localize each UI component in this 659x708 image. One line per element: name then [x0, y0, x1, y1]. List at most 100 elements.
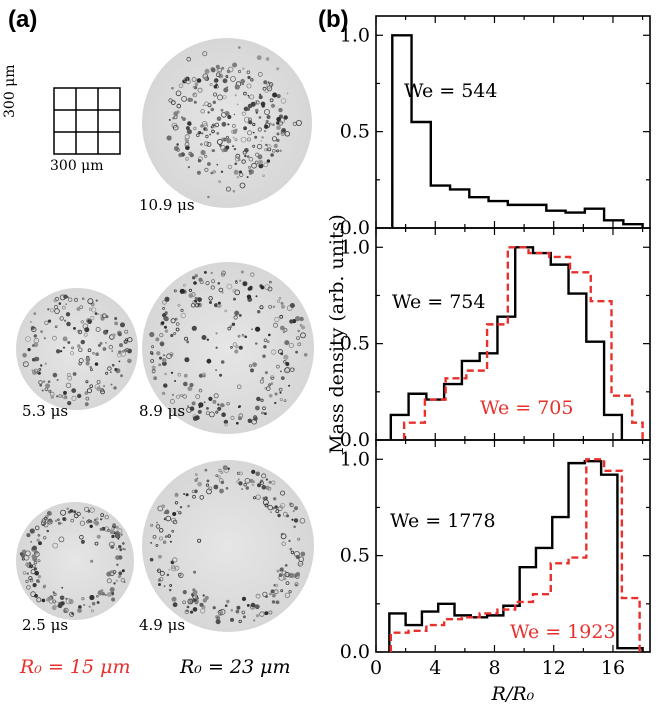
droplet-speck — [79, 305, 84, 310]
droplet-speck — [81, 597, 85, 601]
droplet-speck — [177, 303, 181, 307]
droplet-speck — [59, 316, 64, 321]
droplet-speck — [281, 304, 285, 309]
droplet-speck — [171, 87, 174, 90]
droplet-speck — [55, 349, 61, 354]
droplet-speck — [262, 354, 266, 358]
droplet-speck — [279, 149, 282, 152]
droplet-speck — [105, 341, 107, 344]
droplet-speck — [185, 157, 189, 161]
droplet-speck — [71, 346, 74, 350]
y-tick-label: 0.5 — [340, 545, 370, 567]
droplet-speck — [276, 149, 279, 153]
droplet-speck — [42, 380, 46, 383]
droplet-image-8-9us — [142, 262, 314, 434]
series-line-2 — [389, 458, 641, 652]
droplet-speck — [274, 401, 277, 405]
droplet-speck — [101, 313, 107, 319]
droplet-speck — [218, 73, 224, 79]
droplet-speck — [203, 141, 209, 147]
droplet-speck — [259, 611, 265, 617]
droplet-speck — [70, 518, 74, 523]
droplet-speck — [248, 364, 253, 368]
droplet-speck — [94, 362, 99, 366]
droplet-speck — [151, 369, 156, 374]
droplet-speck — [29, 528, 35, 534]
droplet-speck — [293, 518, 299, 523]
droplet-speck — [183, 381, 188, 387]
droplet-speck — [113, 386, 117, 390]
droplet-speck — [262, 496, 266, 501]
droplet-speck — [19, 552, 23, 556]
droplet-speck — [203, 401, 206, 404]
droplet-speck — [172, 519, 178, 525]
droplet-speck — [241, 488, 244, 491]
droplet-speck — [89, 507, 95, 513]
droplet-speck — [170, 371, 174, 374]
droplet-speck — [274, 583, 279, 588]
droplet-speck — [192, 85, 195, 89]
droplet-speck — [22, 571, 27, 575]
droplet-speck — [218, 287, 224, 293]
droplet-speck — [281, 541, 286, 546]
plot-frame — [375, 439, 651, 653]
droplet-speck — [106, 571, 112, 577]
droplet-speck — [189, 98, 193, 102]
droplet-speck — [162, 361, 167, 366]
droplet-speck — [264, 109, 271, 116]
droplet-speck — [232, 124, 236, 128]
droplet-speck — [201, 132, 204, 135]
droplet-speck — [106, 592, 112, 597]
droplet-speck — [163, 354, 165, 357]
droplet-speck — [47, 519, 53, 525]
droplet-speck — [95, 299, 98, 302]
droplet-speck — [166, 573, 170, 577]
droplet-speck — [186, 56, 191, 62]
droplet-speck — [83, 332, 88, 337]
droplet-speck — [120, 533, 123, 536]
x-tick-label: 4 — [429, 657, 441, 679]
droplet-speck — [234, 156, 241, 162]
droplet-speck — [235, 153, 241, 159]
droplet-speck — [215, 410, 219, 414]
droplet-image-10-9us — [142, 38, 312, 208]
droplet-speck — [54, 519, 58, 523]
droplet-speck — [103, 385, 106, 388]
droplet-speck — [164, 372, 167, 376]
droplet-speck — [261, 377, 264, 380]
droplet-speck — [246, 294, 252, 299]
droplet-speck — [238, 46, 241, 49]
droplet-speck — [87, 348, 92, 352]
droplet-speck — [238, 478, 240, 480]
droplet-speck — [120, 374, 123, 378]
droplet-speck — [200, 149, 206, 156]
droplet-speck — [285, 366, 291, 373]
series-line-1 — [389, 246, 624, 440]
droplet-speck — [25, 336, 31, 342]
droplet-speck — [206, 479, 210, 483]
droplet-speck — [66, 507, 69, 511]
droplet-speck — [283, 115, 288, 120]
droplet-speck — [197, 159, 202, 163]
droplet-speck — [62, 517, 67, 522]
droplet-speck — [63, 607, 69, 614]
droplet-speck — [163, 316, 168, 321]
droplet-speck — [195, 133, 200, 138]
droplet-speck — [93, 518, 97, 522]
droplet-speck — [238, 481, 243, 486]
droplet-speck — [283, 360, 287, 364]
droplet-speck — [156, 568, 161, 573]
droplet-speck — [102, 347, 107, 351]
droplet-speck — [210, 285, 215, 290]
series-annotation: We = 544 — [404, 80, 498, 102]
droplet-speck — [150, 542, 152, 544]
droplet-speck — [61, 522, 63, 525]
droplet-speck — [156, 351, 161, 356]
droplet-speck — [111, 592, 114, 595]
droplet-speck — [217, 403, 220, 406]
droplet-speck — [159, 356, 162, 360]
droplet-speck — [278, 387, 283, 392]
droplet-speck — [244, 477, 251, 484]
droplet-speck — [210, 171, 213, 175]
